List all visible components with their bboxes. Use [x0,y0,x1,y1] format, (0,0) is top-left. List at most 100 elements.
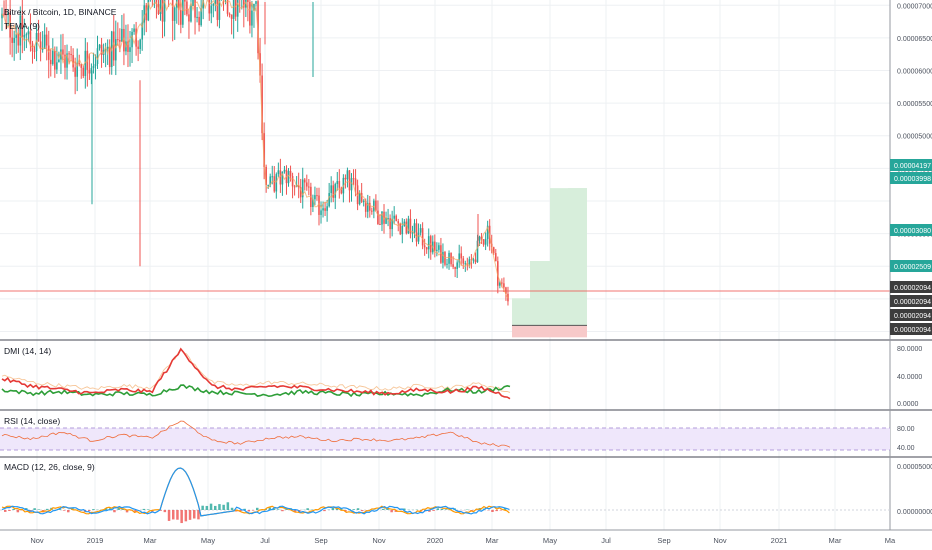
candle-body [72,55,74,68]
macd-histogram-bar [176,510,179,520]
candle-body [434,241,436,251]
candle-body [395,215,398,222]
macd-histogram-bar [159,510,162,511]
candle-body [76,63,78,77]
candle-body [448,252,450,264]
candle-body [377,210,379,225]
macd-histogram-bar [117,507,120,510]
symbol-title[interactable]: Bitrex / Bitcoin, 1D, BINANCE [4,7,117,17]
rsi-label[interactable]: RSI (14, close) [4,416,60,426]
macd-histogram-bar [46,508,49,510]
candle-body [371,210,373,212]
time-axis[interactable]: Nov 2019 Mar May Jul Sep Nov 2020 Mar May Jul Sep No… [30,536,896,545]
macd-histogram-bar [432,510,435,511]
candle-body [482,239,485,245]
candle-body [452,264,454,268]
candle-body [316,195,318,197]
candle-body [486,225,489,239]
candle-body [56,62,58,70]
candle-body [381,211,383,225]
candle-body [78,63,81,65]
candle-body [411,232,414,234]
macd-histogram-bar [4,510,7,512]
candle-body [289,170,292,177]
candle-body [155,0,158,5]
candle-body [131,31,133,48]
rsi-line [1,420,511,448]
price-badge-label: 0.00003080 [894,228,931,235]
candle-body [494,253,497,262]
candle-body [306,182,308,187]
price-badge-label: 0.00002094 [894,313,931,320]
candle-body [98,44,101,49]
candle-body [35,32,38,52]
candle-body [29,31,32,44]
dmi-pane[interactable] [1,347,511,400]
candle-body [480,236,483,240]
candle-body [407,218,410,234]
candle-body [375,200,377,211]
candle-body [326,206,328,211]
candle-body [423,245,426,248]
candle-body [324,208,326,211]
candle-body [265,166,267,186]
macd-histogram-bar [209,503,213,510]
candle-body [283,169,286,172]
candle-body [232,0,235,19]
price-badge-label: 0.00002094 [894,299,931,306]
price-badge [890,295,932,307]
candle-body [58,59,60,63]
indicator-tick-label: 80.00 [897,426,915,433]
candle-body [210,5,213,14]
macd-histogram-bar [88,510,91,512]
macd-histogram-bar [256,507,259,510]
candle-body [114,39,117,61]
candle-body [269,176,272,185]
candle-body [409,218,412,234]
candle-body [436,249,438,251]
macd-pane[interactable] [0,467,890,524]
macd-histogram-bar [277,509,280,510]
macd-histogram-bar [495,510,498,512]
price-badge [890,323,932,335]
candle-body [281,171,284,185]
price-axis[interactable]: 0.00007000 0.00006500 0.00006000 0.00005500… [897,3,932,238]
time-tick-label: Jul [260,536,270,545]
candle-body [389,218,391,230]
macd-histogram-bar [172,510,175,520]
candle-body [247,0,249,2]
price-badge [890,309,932,321]
price-tick-label: 0.00005500 [897,101,932,108]
candle-body [405,221,408,234]
indicator-tick-label: 80.0000 [897,346,922,353]
candle-body [161,0,164,22]
macd-label[interactable]: MACD (12, 26, close, 9) [4,462,95,472]
candle-body [478,236,481,241]
rsi-pane[interactable] [0,420,890,451]
macd-histogram-bar [268,507,272,510]
candle-body [301,179,304,198]
candle-body [80,63,83,68]
candle-body [137,46,139,49]
candle-body [440,245,442,263]
tema-label[interactable]: TEMA (9) [4,21,40,31]
candle-body [66,53,68,68]
candle-body [334,184,337,198]
dmi-label[interactable]: DMI (14, 14) [4,346,51,356]
candle-body [438,245,440,250]
price-pane[interactable] [0,0,890,338]
candle-body [7,13,9,15]
macd-histogram-bar [134,510,137,513]
target-zone [550,188,587,326]
candle-body [456,262,458,269]
candle-body [234,0,237,17]
candle-body [454,267,456,269]
macd-histogram-bar [445,509,448,510]
price-badge-label: 0.00003998 [894,176,931,183]
macd-histogram-bar [235,510,238,512]
candle-body [84,50,87,76]
rsi-band [0,428,890,450]
candle-body [198,16,200,26]
candle-body [159,0,162,14]
